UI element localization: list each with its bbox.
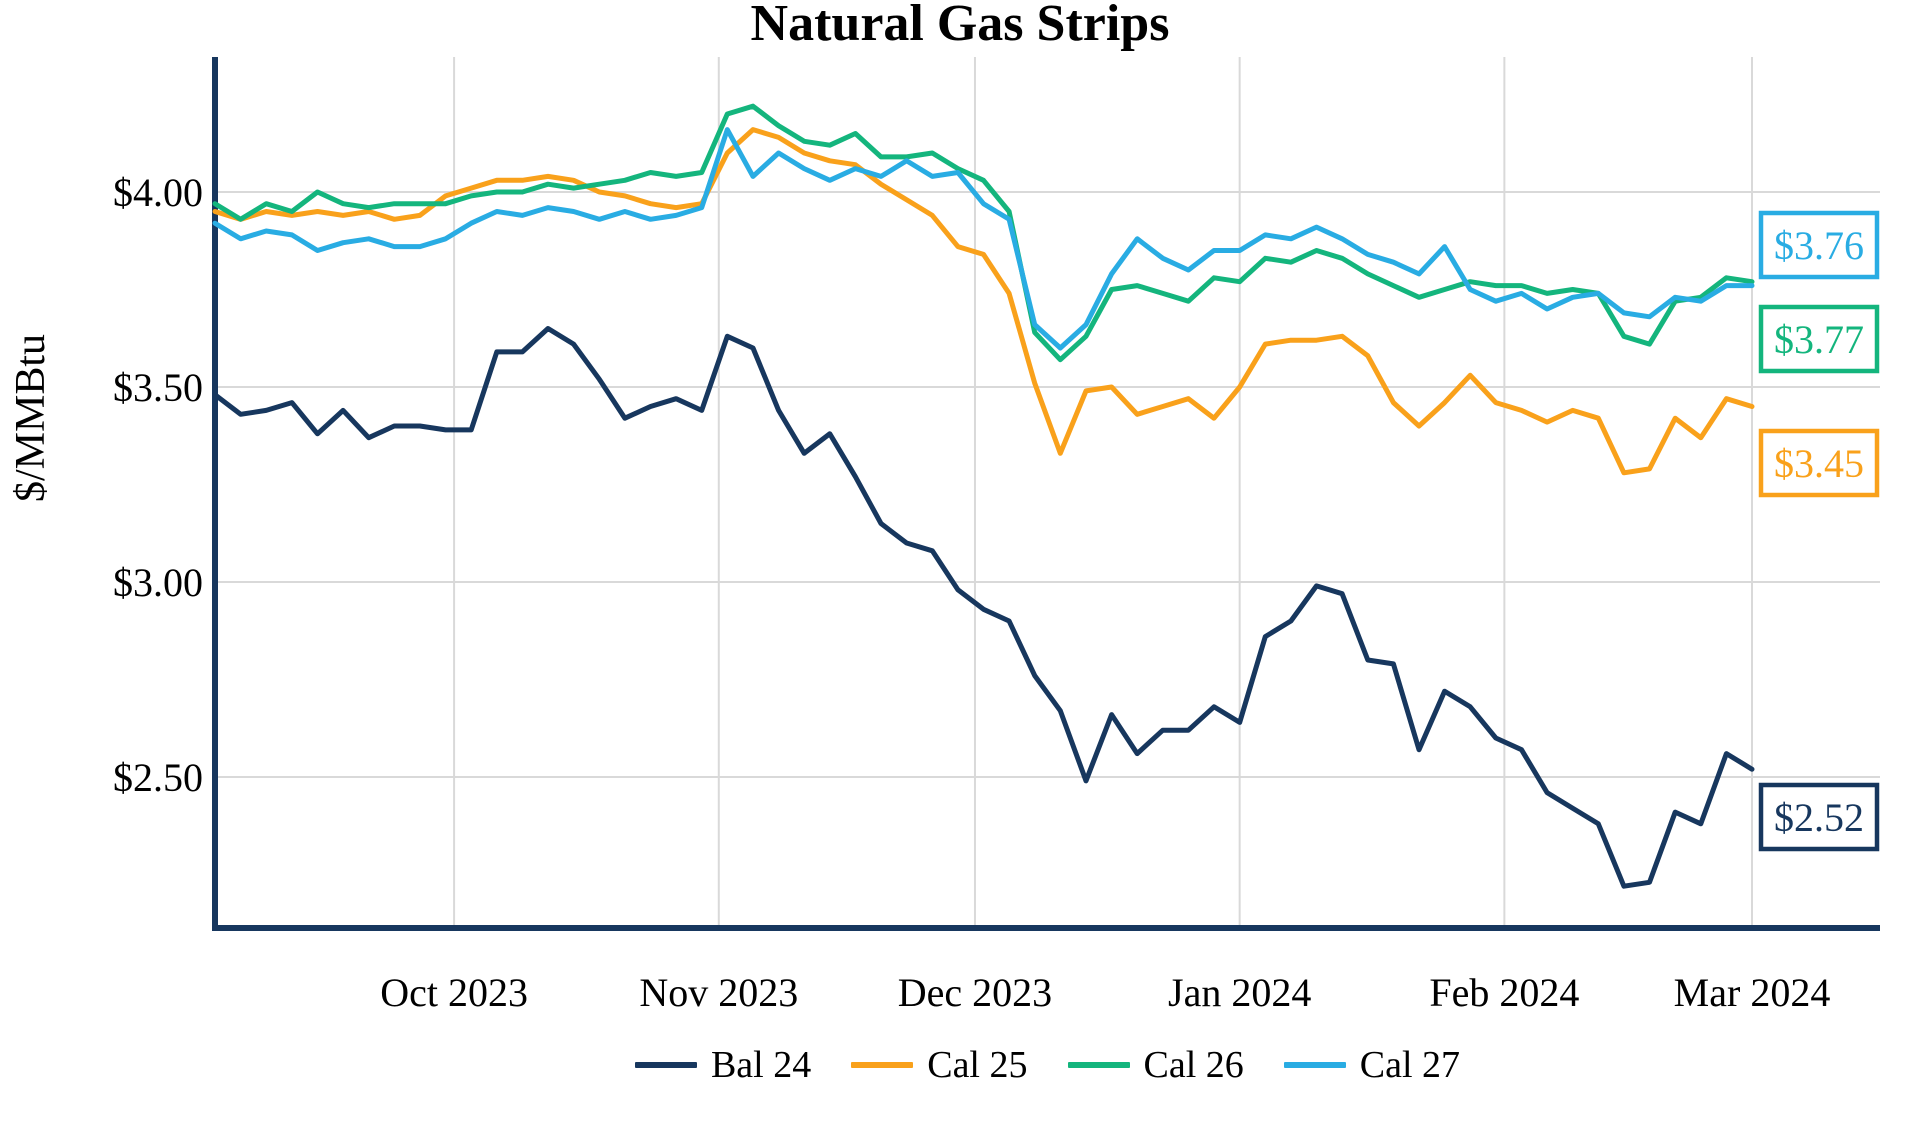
legend-swatch-cal-25 — [851, 1062, 914, 1068]
x-tick-label: Jan 2024 — [1168, 970, 1311, 1015]
series-line-cal-26 — [212, 103, 1755, 363]
legend-item-cal-25: Cal 25 — [851, 1044, 1028, 1086]
chart-title: Natural Gas Strips — [750, 0, 1170, 52]
end-label-box-bal-24 — [1758, 782, 1880, 852]
legend-swatch-cal-27 — [1283, 1062, 1346, 1068]
series-line-bal-24 — [212, 326, 1755, 889]
legend-label-cal-26: Cal 26 — [1143, 1044, 1244, 1086]
y-tick-label: $3.50 — [113, 365, 203, 410]
y-tick-label: $4.00 — [113, 170, 203, 215]
series-line-cal-27 — [212, 127, 1755, 351]
y-tick-label: $2.50 — [113, 755, 203, 800]
legend-label-bal-24: Bal 24 — [710, 1044, 812, 1086]
end-label-text-cal-27: $3.76 — [1774, 223, 1864, 268]
end-label-text-cal-25: $3.45 — [1774, 441, 1864, 486]
end-label-text-bal-24: $2.52 — [1774, 795, 1864, 840]
legend-item-cal-26: Cal 26 — [1067, 1044, 1244, 1086]
legend-item-cal-27: Cal 27 — [1283, 1044, 1461, 1086]
chart-legend: Bal 24 Cal 25 Cal 26 Cal 27 — [215, 1046, 1880, 1084]
legend-label-cal-27: Cal 27 — [1359, 1044, 1461, 1086]
x-tick-label: Feb 2024 — [1429, 970, 1579, 1015]
end-label-box-cal-26 — [1758, 304, 1880, 374]
legend-label-cal-25: Cal 25 — [927, 1044, 1028, 1086]
x-tick-label: Nov 2023 — [639, 970, 798, 1015]
x-tick-label: Mar 2024 — [1674, 970, 1831, 1015]
y-axis-title: $/MMBtu — [8, 334, 54, 502]
x-tick-label: Oct 2023 — [380, 970, 528, 1015]
legend-swatch-bal-24 — [634, 1062, 697, 1068]
end-label-box-cal-25 — [1758, 428, 1880, 498]
x-tick-label: Dec 2023 — [898, 970, 1052, 1015]
end-label-text-cal-26: $3.77 — [1774, 317, 1864, 362]
y-tick-label: $3.00 — [113, 560, 203, 605]
end-label-box-cal-27 — [1758, 210, 1880, 280]
legend-item-bal-24: Bal 24 — [634, 1044, 812, 1086]
legend-swatch-cal-26 — [1067, 1062, 1130, 1068]
series-line-cal-25 — [212, 127, 1755, 476]
